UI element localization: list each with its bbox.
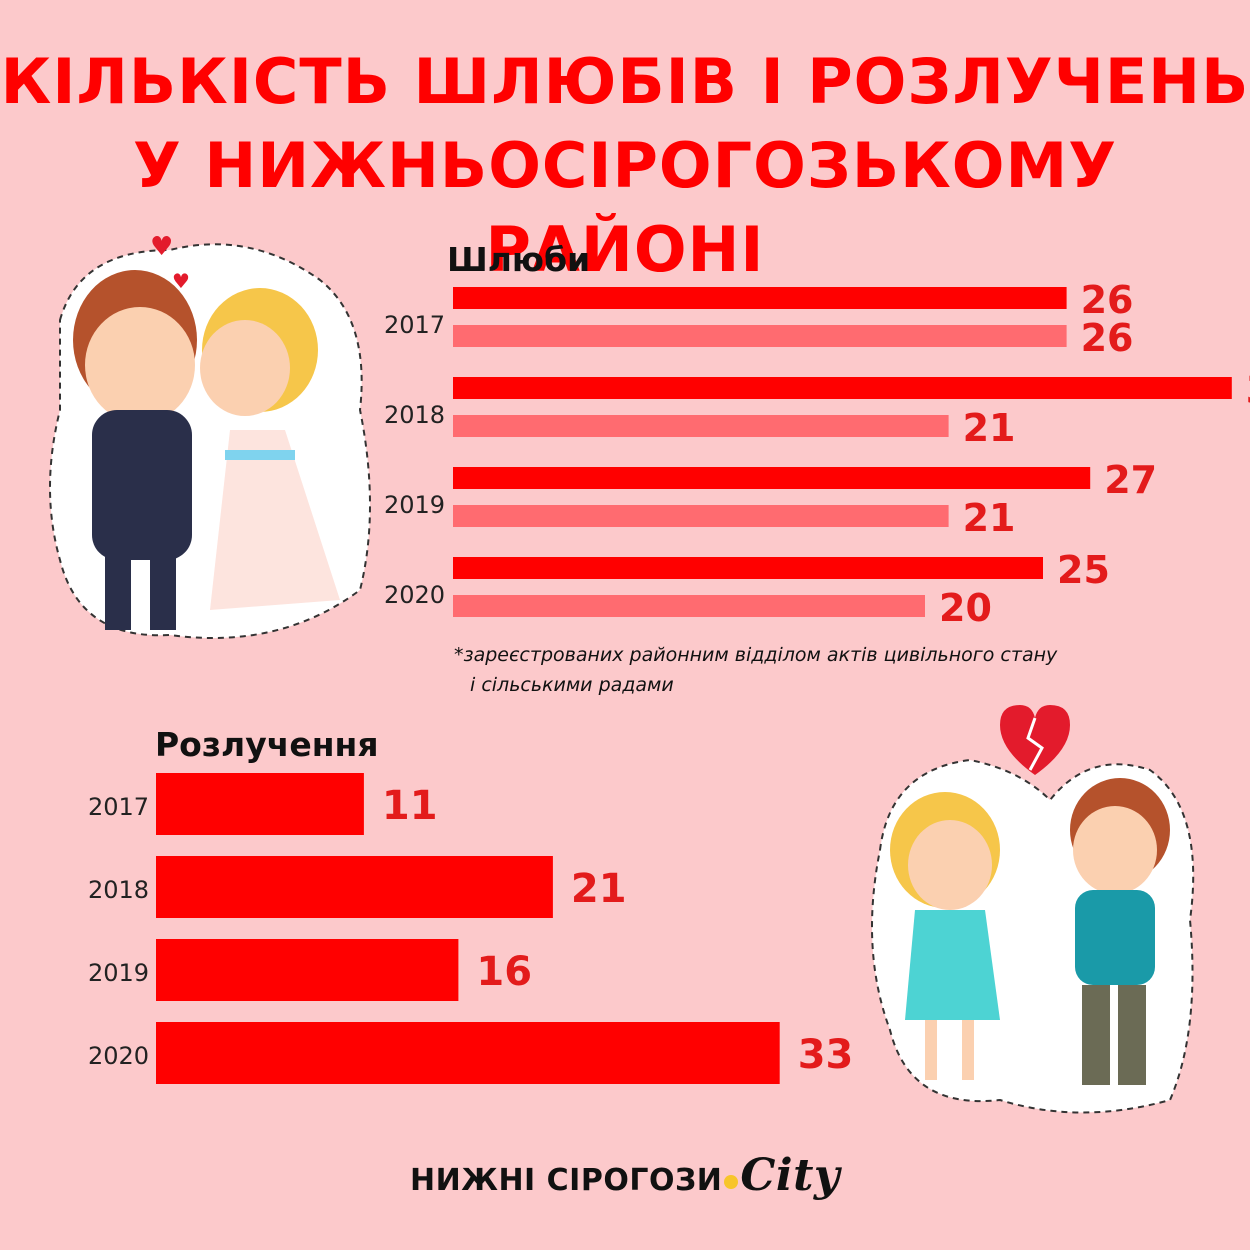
bar (156, 856, 553, 918)
page-title: КІЛЬКІСТЬ ШЛЮБІВ І РОЗЛУЧЕНЬ У НИЖНЬОСІР… (0, 40, 1250, 292)
bar (156, 1022, 780, 1084)
year-label: 2017 (88, 793, 149, 821)
year-label: 2018 (384, 401, 445, 429)
bar (453, 557, 1043, 579)
data-label: 16 (476, 949, 532, 995)
kissing-couple-illustration: ♥ ♥ (49, 232, 371, 639)
data-label: 33 (798, 1032, 854, 1078)
bar (453, 415, 949, 437)
data-label: 26 (1081, 316, 1134, 360)
data-label: 27 (1104, 458, 1157, 502)
bar (156, 773, 364, 835)
title-line-1: КІЛЬКІСТЬ ШЛЮБІВ І РОЗЛУЧЕНЬ (0, 45, 1250, 118)
year-label: 2018 (88, 876, 149, 904)
year-label: 2019 (88, 959, 149, 987)
marriages-chart-title: Шлюби (447, 240, 591, 279)
bar (453, 325, 1067, 347)
data-label: 11 (382, 783, 438, 829)
heart-icon: ♥ (172, 269, 190, 293)
year-label: 2017 (384, 311, 445, 339)
data-label: 26 (1081, 278, 1134, 322)
sad-couple-illustration (871, 705, 1195, 1114)
bar (453, 287, 1067, 309)
bar (453, 467, 1091, 489)
bar (453, 595, 925, 617)
year-label: 2020 (384, 581, 445, 609)
heart-icon: ♥ (150, 232, 173, 262)
bar (453, 505, 949, 527)
data-label: 21 (963, 496, 1016, 540)
brand-logo: НИЖНІ СІРОГОЗИ City (0, 1150, 1250, 1201)
data-label: 21 (571, 866, 627, 912)
year-label: 2019 (384, 491, 445, 519)
data-label: 33 (1246, 368, 1250, 412)
logo-dot-icon (724, 1174, 739, 1189)
title-line-2: У НИЖНЬОСІРОГОЗЬКОМУ РАЙОНІ (132, 129, 1118, 286)
footnote-line-2: і сільськими радами (470, 674, 674, 696)
data-label: 21 (963, 406, 1016, 450)
divorces-chart: 2017 11 2018 21 2019 16 2020 33 (88, 773, 854, 1084)
divorces-chart-title: Розлучення (155, 725, 379, 764)
data-label: 20 (939, 586, 992, 630)
logo-city: City (740, 1150, 840, 1201)
year-label: 2020 (88, 1042, 149, 1070)
logo-text: НИЖНІ СІРОГОЗИ (410, 1163, 723, 1198)
bar (453, 377, 1232, 399)
broken-heart-icon (1000, 705, 1070, 775)
marriages-footnote: *зареєстрованих районним відділом актів … (454, 640, 1057, 700)
bar (156, 939, 459, 1001)
footnote-line-1: *зареєстрованих районним відділом актів … (454, 644, 1058, 666)
data-label: 25 (1057, 548, 1110, 592)
